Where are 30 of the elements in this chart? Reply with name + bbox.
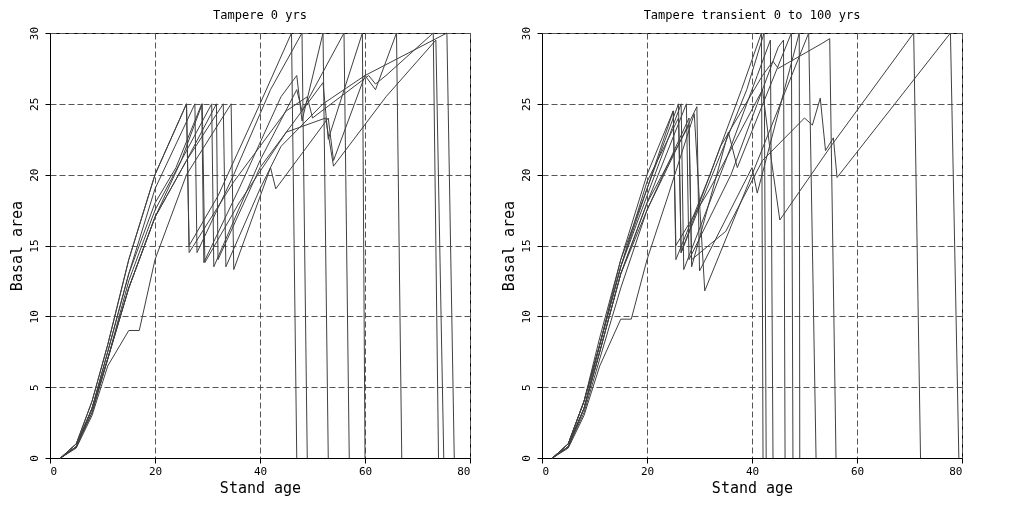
y-tick-label: 15 xyxy=(519,239,533,253)
x-tick-label: 40 xyxy=(253,464,268,478)
y-tick-label: 10 xyxy=(27,310,41,324)
x-tick-label: 80 xyxy=(949,464,963,478)
x-axis-title: Stand age xyxy=(711,478,794,497)
y-tick-label: 30 xyxy=(519,26,533,41)
x-tick-label: 20 xyxy=(148,464,163,478)
y-tick-label: 5 xyxy=(27,384,41,391)
chart-title: Tampere transient 0 to 100 yrs xyxy=(643,8,861,23)
x-tick-label: 0 xyxy=(542,464,550,478)
y-tick-label: 10 xyxy=(519,310,533,324)
y-tick-label: 30 xyxy=(27,26,41,41)
x-tick-label: 0 xyxy=(50,464,58,478)
x-tick-label: 80 xyxy=(457,464,471,478)
x-axis-title: Stand age xyxy=(219,478,302,497)
y-tick-label: 5 xyxy=(519,384,533,391)
y-tick-label: 25 xyxy=(519,97,533,111)
chart-title: Tampere 0 yrs xyxy=(213,8,307,23)
x-tick-label: 60 xyxy=(850,464,865,478)
x-tick-label: 60 xyxy=(358,464,373,478)
x-tick-label: 40 xyxy=(745,464,760,478)
y-tick-label: 20 xyxy=(27,168,41,182)
y-tick-label: 15 xyxy=(27,239,41,253)
y-tick-label: 20 xyxy=(519,168,533,182)
y-axis-title: Basal area xyxy=(7,200,26,292)
y-tick-label: 25 xyxy=(27,97,41,111)
y-axis-title: Basal area xyxy=(499,200,518,292)
y-tick-label: 0 xyxy=(519,455,533,462)
y-tick-label: 0 xyxy=(27,455,41,462)
x-tick-label: 20 xyxy=(640,464,655,478)
